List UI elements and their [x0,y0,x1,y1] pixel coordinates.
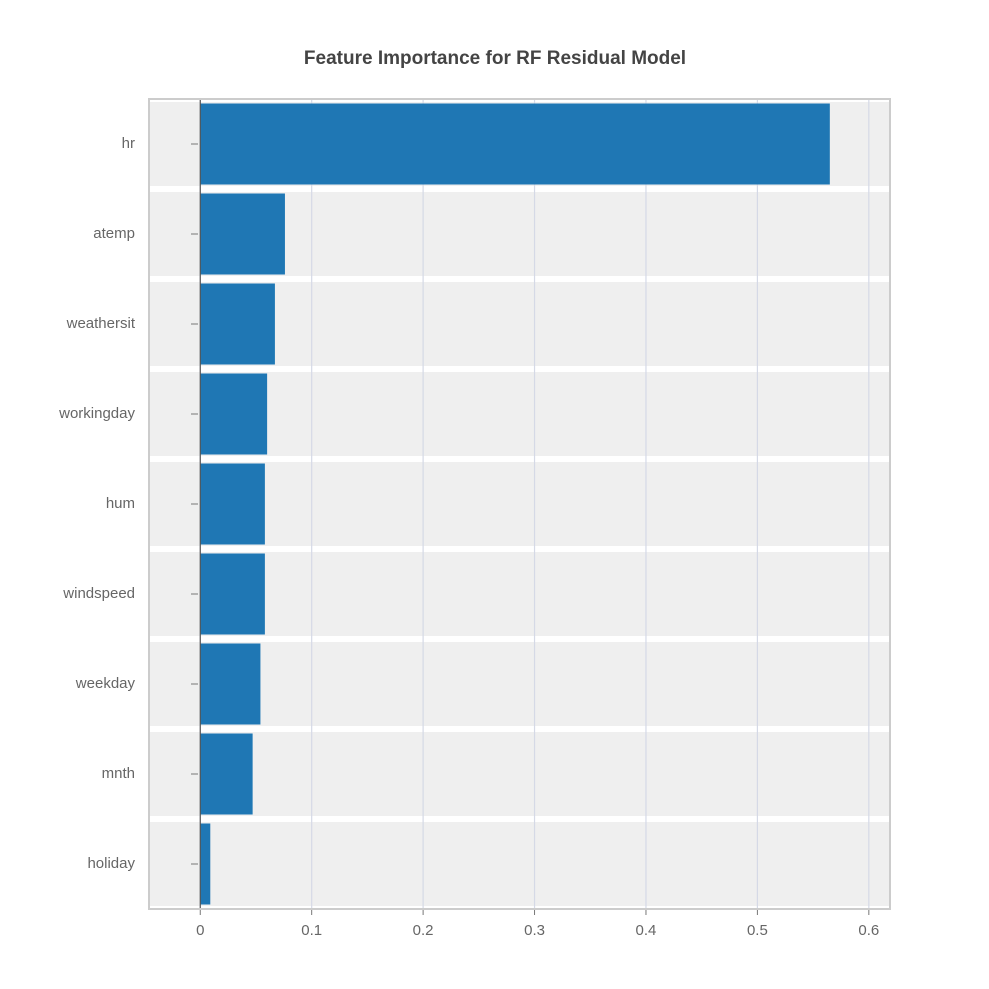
x-tick-label: 0.1 [301,922,322,939]
y-tick-label: hum [106,495,135,512]
bar [200,373,268,455]
y-tick-label: windspeed [62,585,135,602]
y-tick-label: workingday [58,405,135,422]
y-tick-label: weekday [75,675,136,692]
x-tick-label: 0.3 [524,922,545,939]
x-tick-label: 0.5 [747,922,768,939]
x-tick-label: 0 [196,922,204,939]
bar [200,463,265,545]
y-tick-label: mnth [102,765,135,782]
x-tick-label: 0.2 [413,922,434,939]
row-band [149,552,890,636]
row-band [149,732,890,816]
bar [200,283,275,365]
row-band [149,642,890,726]
bar [200,103,830,185]
bar [200,553,265,635]
chart-title: Feature Importance for RF Residual Model [304,48,686,69]
bar [200,193,285,275]
bar [200,643,261,725]
x-tick-label: 0.6 [858,922,879,939]
y-tick-label: weathersit [66,315,136,332]
row-band [149,372,890,456]
plot-frame [148,98,891,910]
row-band [149,462,890,546]
y-tick-label: atemp [93,225,135,242]
row-band [149,822,890,906]
bar [200,823,211,905]
y-tick-label: hr [122,135,135,152]
x-tick-label: 0.4 [636,922,657,939]
bar [200,733,253,815]
y-tick-label: holiday [87,855,135,872]
